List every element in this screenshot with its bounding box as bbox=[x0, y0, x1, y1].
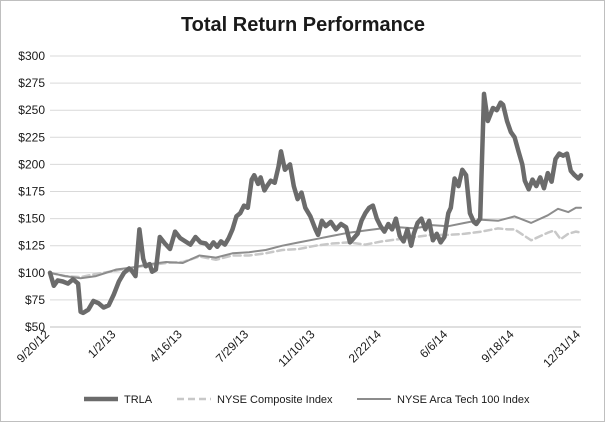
y-tick-label: $75 bbox=[25, 293, 45, 307]
y-tick-label: $275 bbox=[18, 76, 45, 90]
y-tick-label: $50 bbox=[25, 320, 45, 334]
y-tick-label: $125 bbox=[18, 239, 45, 253]
x-tick-label: 12/31/14 bbox=[540, 327, 583, 370]
y-tick-label: $150 bbox=[18, 212, 45, 226]
grid-layer bbox=[50, 55, 581, 328]
x-tick-label: 4/16/13 bbox=[147, 327, 185, 365]
y-tick-label: $200 bbox=[18, 157, 45, 171]
y-axis-ticks: $50 $75 $100 $125 $150 $175 $200 $225 $250 $275 $3… bbox=[18, 49, 45, 334]
x-tick-label: 11/10/13 bbox=[275, 327, 318, 370]
y-tick-label: $100 bbox=[18, 266, 45, 280]
x-tick-label: 7/29/13 bbox=[213, 327, 251, 365]
y-tick-label: $300 bbox=[18, 49, 45, 63]
x-tick-label: 2/22/14 bbox=[346, 327, 384, 365]
chart-title: Total Return Performance bbox=[181, 14, 425, 36]
legend-label: NYSE Composite Index bbox=[217, 394, 333, 406]
series-layer bbox=[47, 91, 584, 316]
x-axis-ticks: 9/20/12 1/2/13 4/16/13 7/29/13 11/10/13 2/22/… bbox=[14, 327, 583, 370]
legend-label: NYSE Arca Tech 100 Index bbox=[397, 394, 530, 406]
x-tick-label: 9/18/14 bbox=[479, 327, 517, 365]
series-line-0 bbox=[47, 91, 584, 316]
y-tick-label: $175 bbox=[18, 185, 45, 199]
legend-label: TRLA bbox=[124, 394, 153, 406]
x-tick-label: 1/2/13 bbox=[85, 327, 119, 361]
legend: TRLA NYSE Composite Index NYSE Arca Tech 1… bbox=[84, 394, 530, 406]
y-tick-label: $250 bbox=[18, 103, 45, 117]
x-tick-label: 6/6/14 bbox=[417, 327, 451, 361]
y-tick-label: $225 bbox=[18, 130, 45, 144]
